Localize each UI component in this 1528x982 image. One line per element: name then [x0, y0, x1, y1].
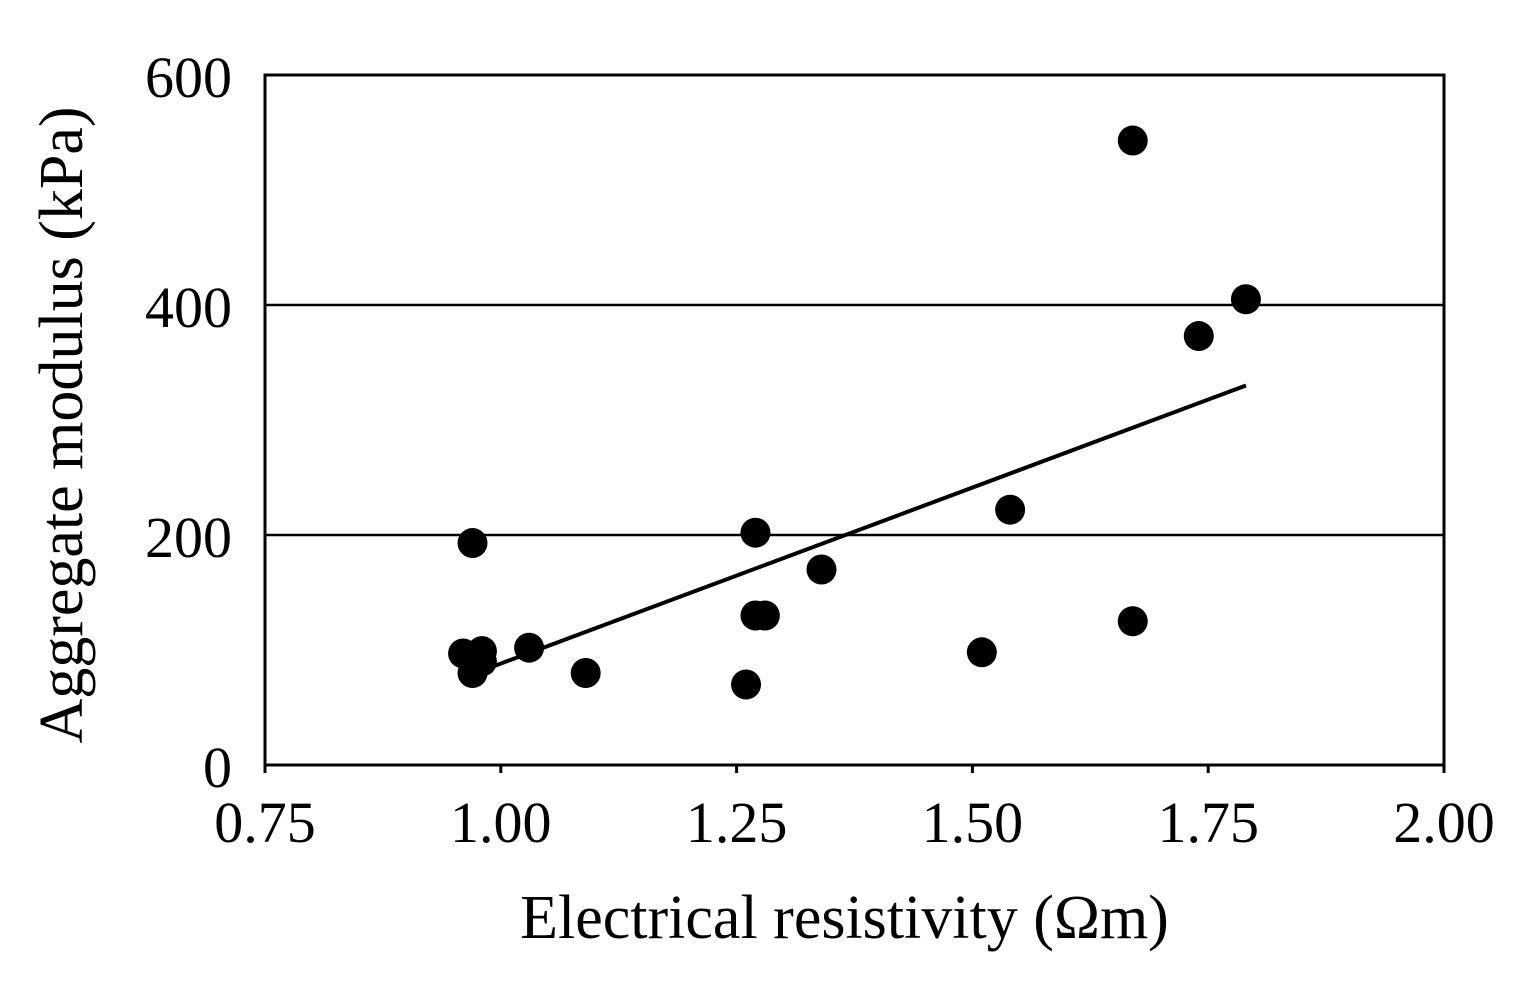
data-point — [1230, 284, 1261, 315]
data-point — [806, 554, 837, 585]
data-point — [1117, 125, 1148, 156]
data-point — [570, 658, 601, 688]
gridlines — [265, 303, 1444, 537]
y-tick-label: 600 — [145, 45, 232, 110]
trendline-group — [471, 383, 1247, 677]
plot-area-frame — [263, 73, 1446, 767]
data-point — [731, 669, 762, 700]
y-axis-title: Aggregate modulus (kPa) — [28, 106, 96, 743]
data-point — [1183, 321, 1214, 352]
data-point — [740, 517, 771, 548]
y-tick-label: 0 — [203, 735, 232, 800]
y-axis-ticks: 0 200 400 600 — [145, 45, 232, 800]
x-tick-label: 0.75 — [214, 790, 316, 855]
trendline — [471, 383, 1247, 677]
data-point — [749, 600, 780, 631]
x-tick-label: 1.00 — [450, 790, 552, 855]
data-point — [466, 636, 497, 667]
y-tick-label: 200 — [145, 505, 232, 570]
data-point — [514, 632, 545, 663]
y-tick-label: 400 — [145, 275, 232, 340]
x-axis-title: Electrical resistivity (Ωm) — [520, 884, 1169, 952]
data-points — [448, 125, 1261, 700]
x-tick-label: 1.50 — [922, 790, 1024, 855]
x-axis-ticks: 0.75 1.00 1.25 1.50 1.75 2.00 — [214, 765, 1495, 855]
x-tick-label: 1.25 — [686, 790, 788, 855]
data-point — [1117, 606, 1148, 637]
data-point — [457, 528, 488, 559]
x-tick-label: 1.75 — [1157, 790, 1259, 855]
data-point — [966, 637, 997, 668]
data-point — [995, 494, 1026, 525]
x-tick-label: 2.00 — [1393, 790, 1495, 855]
